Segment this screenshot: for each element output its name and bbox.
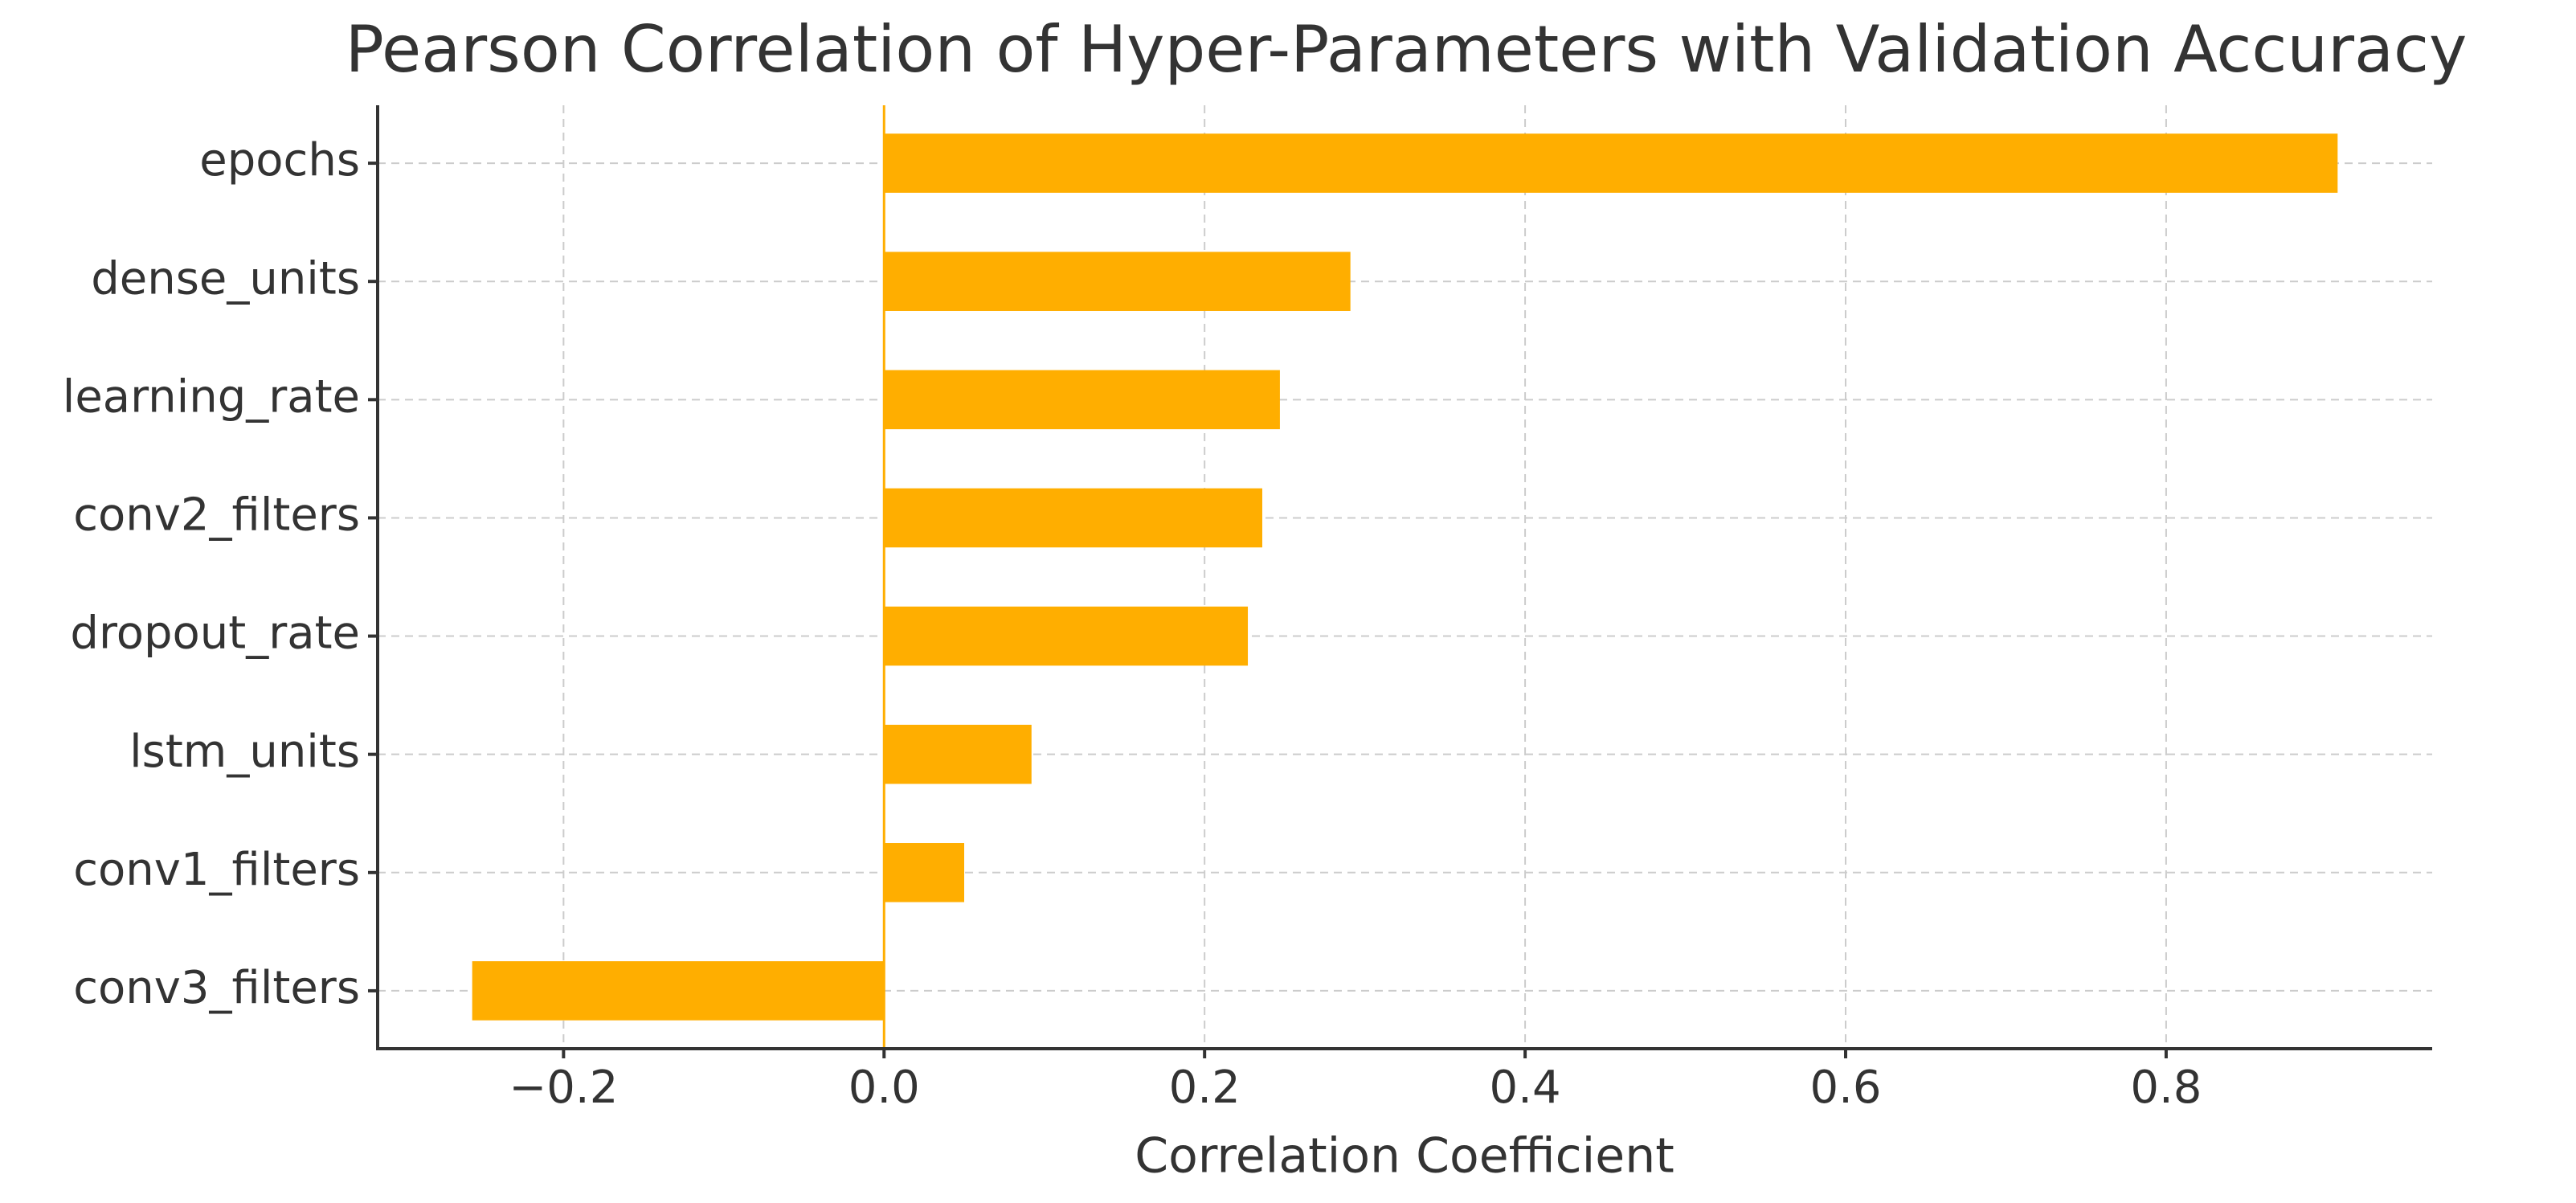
y-tick-label: dense_units [91,252,360,305]
x-tick-label: 0.2 [1169,1062,1241,1114]
bar [884,724,1032,784]
x-tick-label: −0.2 [509,1062,618,1114]
bar [884,843,965,902]
bar [884,488,1262,548]
x-tick-label: 0.0 [848,1062,920,1114]
chart-title: Pearson Correlation of Hyper-Parameters … [346,12,2468,87]
x-tick-label: 0.6 [1809,1062,1881,1114]
bar [884,606,1249,666]
y-tick-label: lstm_units [129,726,360,778]
y-tick-label: dropout_rate [70,608,360,660]
x-tick-label: 0.4 [1490,1062,1561,1114]
bar [884,252,1351,311]
y-tick-label: conv3_filters [73,962,360,1014]
y-tick-label: conv1_filters [73,844,360,896]
x-tick-label: 0.8 [2130,1062,2202,1114]
bar [884,370,1280,430]
y-tick-label: epochs [199,134,360,186]
y-tick-label: conv2_filters [73,489,360,542]
bar [472,961,885,1021]
bar [884,133,2338,193]
y-tick-label: learning_rate [63,370,360,423]
x-axis-label: Correlation Coefficient [1135,1128,1674,1185]
